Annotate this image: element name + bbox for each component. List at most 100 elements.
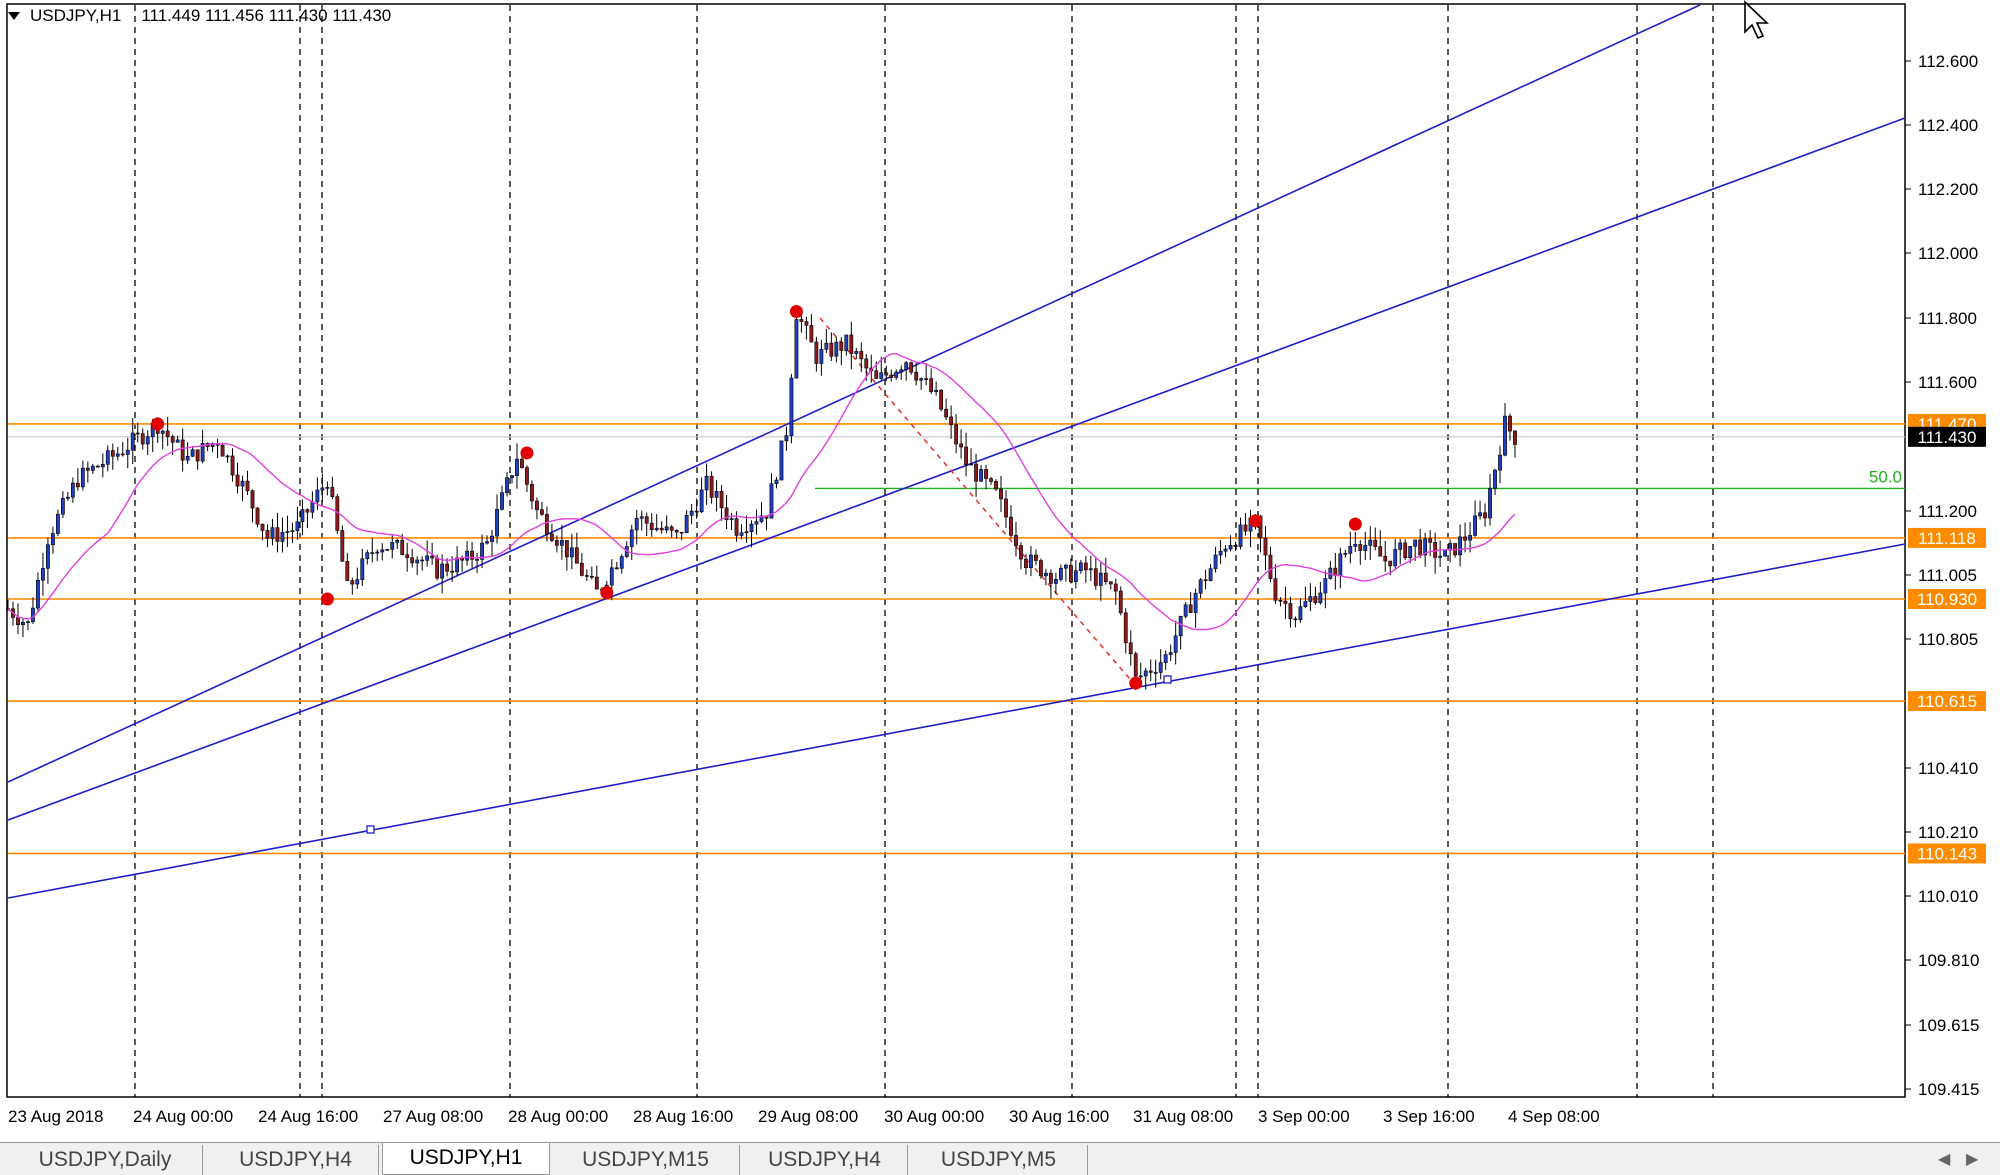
candle-body [290, 530, 295, 533]
candle-body [954, 424, 959, 445]
trend-lines[interactable] [7, 4, 1906, 899]
time-tick-label: 28 Aug 00:00 [508, 1107, 608, 1126]
candle-body [340, 530, 345, 562]
tab-usdjpy-h4[interactable]: USDJPY,H4 [742, 1145, 908, 1175]
candle-body [874, 370, 879, 379]
time-tick-label: 24 Aug 16:00 [258, 1107, 358, 1126]
fibo-50-label: 50.0 [1869, 467, 1902, 486]
candle-body [26, 621, 30, 623]
candle-body [824, 342, 829, 350]
chevron-right-icon[interactable]: ▶ [1966, 1151, 1979, 1168]
candle-body [135, 432, 140, 435]
candle-body [1408, 546, 1413, 559]
trend-anchor-handle [366, 825, 375, 834]
candle-body [944, 408, 949, 418]
tab-usdjpy-m15[interactable]: USDJPY,M15 [552, 1145, 740, 1175]
candle-body [1463, 536, 1467, 541]
tab-usdjpy-daily[interactable]: USDJPY,Daily [8, 1145, 203, 1175]
candle-body [909, 362, 914, 373]
tab-usdjpy-h4[interactable]: USDJPY,H4 [213, 1145, 379, 1175]
candle-body [360, 558, 365, 580]
candle-body [979, 469, 983, 482]
candle-body [799, 319, 804, 322]
candle-body [1233, 545, 1238, 547]
candle-body [65, 496, 70, 499]
chart-canvas[interactable]: 50.0 112.600 112.400 112.200 112.000 111.800… [0, 0, 2000, 1142]
candle-body [919, 378, 924, 381]
candle-body [1009, 516, 1013, 536]
candle-body [365, 552, 370, 560]
price-tag [1908, 843, 1986, 864]
candle-body [115, 453, 120, 457]
candle-body [425, 555, 430, 561]
triangle-down-icon[interactable] [8, 12, 20, 20]
candle-body [1498, 454, 1502, 471]
pivot-marker [520, 446, 534, 460]
candle-body [1193, 592, 1198, 613]
candle-body [1378, 546, 1383, 557]
price-tick-label: 112.000 [1918, 244, 1978, 263]
candle-body [699, 489, 704, 513]
candle-body [1298, 606, 1303, 621]
candle-body [744, 531, 749, 534]
candle-body [709, 475, 714, 498]
candle-body [310, 501, 315, 513]
candle-body [579, 562, 584, 576]
time-tick-label: 23 Aug 2018 [8, 1107, 103, 1126]
candle-body [854, 351, 859, 354]
price-tick-label: 110.410 [1918, 759, 1978, 778]
candle-body [130, 432, 135, 451]
candle-body [220, 444, 225, 457]
candle-body [1044, 572, 1048, 577]
candle-body [984, 469, 988, 479]
candle-body [1448, 543, 1453, 551]
candle-body [1019, 545, 1023, 560]
pivot-marker [1348, 517, 1362, 531]
candle-body [245, 480, 250, 491]
candle-body [794, 319, 799, 379]
chevron-left-icon[interactable]: ◀ [1938, 1151, 1951, 1168]
candle-body [564, 540, 569, 558]
candle-body [545, 514, 549, 535]
vertical-separators [134, 5, 1714, 1097]
candle-body [1403, 542, 1408, 559]
candle-body [999, 488, 1003, 500]
candle-body [345, 561, 350, 581]
candle-body [1039, 560, 1043, 577]
candle-body [784, 435, 789, 442]
price-axis: 112.600 112.400 112.200 112.000 111.800 111.6… [1905, 52, 1979, 1099]
tab-usdjpy-m5[interactable]: USDJPY,M5 [910, 1145, 1088, 1175]
candle-body [410, 557, 415, 564]
candle-body [839, 341, 844, 351]
candle-body [904, 362, 909, 371]
candle-body [1108, 581, 1113, 585]
tab-usdjpy-h1[interactable]: USDJPY,H1 [382, 1143, 550, 1175]
candle-body [1208, 568, 1213, 581]
candle-body [1268, 554, 1273, 579]
candle-body [1203, 579, 1208, 581]
candle-body [550, 533, 554, 541]
candle-body [31, 607, 35, 622]
price-tag-label: 110.143 [1917, 844, 1977, 863]
candle-body [1183, 604, 1188, 617]
pivot-markers [151, 305, 1362, 690]
time-tick-label: 4 Sep 08:00 [1508, 1107, 1600, 1126]
candle-body [829, 342, 834, 357]
price-tick-label: 110.010 [1918, 887, 1978, 906]
time-tick-label: 27 Aug 08:00 [383, 1107, 483, 1126]
moving-average-line [7, 352, 1516, 631]
candle-body [60, 498, 65, 515]
candle-body [614, 567, 619, 570]
candle-body [160, 430, 165, 434]
time-tick-label: 3 Sep 00:00 [1258, 1107, 1350, 1126]
candle-body [1058, 567, 1063, 580]
candle-body [21, 622, 25, 625]
candle-body [644, 516, 649, 524]
price-tag [1908, 691, 1986, 712]
candle-body [774, 479, 779, 485]
candle-body [1348, 546, 1353, 554]
candle-body [629, 529, 634, 547]
candle-body [639, 516, 644, 519]
candle-body [330, 487, 335, 497]
candle-body [1473, 515, 1477, 536]
